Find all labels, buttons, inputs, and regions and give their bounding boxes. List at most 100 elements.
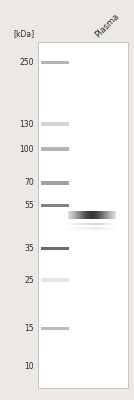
- Bar: [97, 223, 98, 225]
- Text: 70: 70: [24, 178, 34, 187]
- Bar: [105, 211, 106, 219]
- Bar: [87, 211, 88, 219]
- Bar: [115, 228, 116, 230]
- Bar: [93, 211, 94, 219]
- Bar: [112, 211, 113, 219]
- Bar: [41, 147, 69, 151]
- Bar: [102, 223, 103, 225]
- Bar: [94, 223, 95, 225]
- Bar: [92, 228, 93, 230]
- Bar: [78, 228, 79, 230]
- Bar: [91, 211, 92, 219]
- Bar: [70, 211, 71, 219]
- Bar: [85, 228, 86, 230]
- Text: 55: 55: [24, 201, 34, 210]
- Bar: [86, 211, 87, 219]
- Bar: [107, 223, 108, 225]
- Bar: [99, 223, 100, 225]
- Bar: [72, 211, 73, 219]
- Bar: [92, 211, 93, 219]
- Bar: [91, 228, 92, 230]
- Bar: [80, 211, 81, 219]
- Bar: [89, 228, 90, 230]
- Bar: [110, 228, 111, 230]
- Text: 100: 100: [20, 144, 34, 154]
- Bar: [76, 211, 77, 219]
- Bar: [41, 247, 69, 250]
- Bar: [89, 211, 90, 219]
- Bar: [101, 228, 102, 230]
- Bar: [78, 223, 79, 225]
- Bar: [101, 228, 102, 230]
- Bar: [38, 42, 128, 388]
- Bar: [114, 211, 115, 219]
- Bar: [101, 211, 102, 219]
- Bar: [101, 223, 102, 225]
- Bar: [79, 211, 80, 219]
- Bar: [79, 223, 80, 225]
- Bar: [103, 228, 104, 230]
- Bar: [73, 228, 74, 230]
- Bar: [115, 211, 116, 219]
- Bar: [89, 228, 90, 230]
- Bar: [87, 211, 88, 219]
- Bar: [90, 228, 91, 230]
- Bar: [103, 211, 104, 219]
- Text: Plasma: Plasma: [94, 11, 121, 39]
- Text: [kDa]: [kDa]: [13, 29, 34, 38]
- Text: 250: 250: [20, 58, 34, 67]
- Text: 35: 35: [24, 244, 34, 253]
- Bar: [93, 223, 94, 225]
- Bar: [41, 327, 69, 330]
- Bar: [88, 223, 89, 225]
- Bar: [99, 211, 100, 219]
- Bar: [111, 228, 112, 230]
- Bar: [90, 211, 91, 219]
- Bar: [89, 223, 90, 225]
- Bar: [102, 211, 103, 219]
- Bar: [88, 228, 89, 230]
- Bar: [103, 211, 104, 219]
- Bar: [105, 228, 106, 230]
- Bar: [98, 228, 99, 230]
- Bar: [41, 181, 69, 184]
- Bar: [96, 228, 97, 230]
- Bar: [97, 223, 98, 225]
- Bar: [81, 211, 82, 219]
- Bar: [107, 223, 108, 225]
- Bar: [68, 228, 69, 230]
- Bar: [83, 223, 84, 225]
- Bar: [113, 228, 114, 230]
- Bar: [101, 223, 102, 225]
- Bar: [73, 211, 74, 219]
- Bar: [106, 211, 107, 219]
- Bar: [95, 223, 96, 225]
- Bar: [94, 211, 95, 219]
- Text: 25: 25: [24, 276, 34, 285]
- Bar: [95, 228, 96, 230]
- Bar: [89, 223, 90, 225]
- Bar: [101, 211, 102, 219]
- Bar: [105, 223, 106, 225]
- Bar: [114, 223, 115, 225]
- Bar: [76, 223, 77, 225]
- Bar: [103, 223, 104, 225]
- Bar: [111, 211, 112, 219]
- Bar: [82, 228, 83, 230]
- Bar: [77, 228, 78, 230]
- Bar: [92, 223, 93, 225]
- Bar: [69, 228, 70, 230]
- Bar: [77, 223, 78, 225]
- Bar: [71, 228, 72, 230]
- Bar: [112, 223, 113, 225]
- Bar: [108, 228, 109, 230]
- Bar: [95, 211, 96, 219]
- Bar: [80, 228, 81, 230]
- Bar: [99, 211, 100, 219]
- Bar: [93, 228, 94, 230]
- Text: 10: 10: [24, 362, 34, 371]
- Bar: [80, 223, 81, 225]
- Bar: [82, 211, 83, 219]
- Bar: [104, 211, 105, 219]
- Bar: [103, 228, 104, 230]
